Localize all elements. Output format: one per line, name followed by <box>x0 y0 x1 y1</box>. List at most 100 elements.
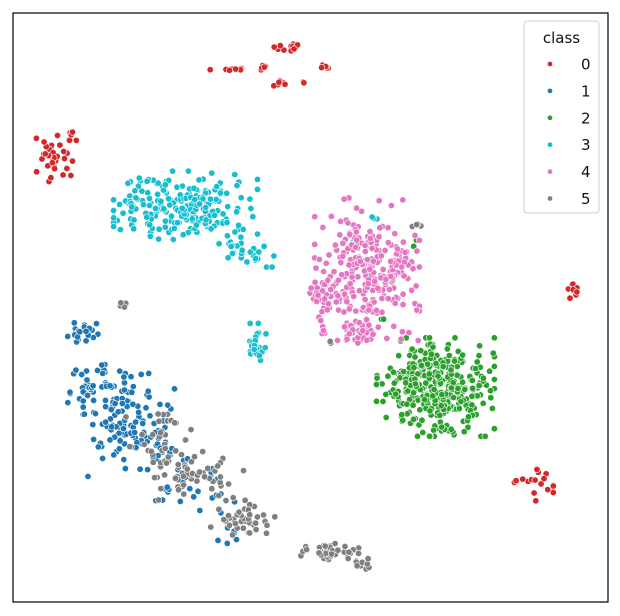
data-point <box>393 245 401 253</box>
data-point <box>378 308 386 316</box>
data-point <box>155 235 163 243</box>
data-point <box>270 43 278 51</box>
data-point <box>398 263 406 271</box>
data-point <box>340 323 348 331</box>
data-point <box>146 412 154 420</box>
data-point <box>379 397 387 405</box>
data-point <box>131 187 139 195</box>
data-point <box>387 202 395 210</box>
data-point <box>490 425 498 433</box>
legend-label-1: 1 <box>581 82 591 100</box>
data-point <box>231 171 239 179</box>
data-point <box>223 539 231 547</box>
data-point <box>365 306 373 314</box>
data-point <box>334 546 342 554</box>
data-point <box>240 467 248 475</box>
data-point <box>163 483 171 491</box>
data-point <box>384 372 392 380</box>
data-point <box>469 384 477 392</box>
data-point <box>235 508 243 516</box>
data-point <box>202 216 210 224</box>
data-point <box>385 285 393 293</box>
legend-label-0: 0 <box>581 56 591 74</box>
data-point <box>378 294 386 302</box>
data-point <box>40 138 48 146</box>
data-point <box>426 407 434 415</box>
data-point <box>117 299 125 307</box>
data-point <box>83 367 91 375</box>
data-point <box>324 276 332 284</box>
data-point <box>208 169 216 177</box>
data-point <box>135 174 143 182</box>
data-point <box>202 203 210 211</box>
data-point <box>207 195 215 203</box>
data-point <box>196 468 204 476</box>
data-point <box>171 419 179 427</box>
data-point <box>160 205 168 213</box>
data-point <box>171 385 179 393</box>
data-point <box>145 369 153 377</box>
data-point <box>108 423 116 431</box>
data-point <box>151 474 159 482</box>
data-point <box>260 242 268 250</box>
data-point <box>178 204 186 212</box>
data-point <box>63 165 71 173</box>
data-point <box>419 428 427 436</box>
legend-label-2: 2 <box>581 109 591 127</box>
data-point <box>389 368 397 376</box>
data-point <box>337 217 345 225</box>
data-point <box>468 401 476 409</box>
legend: class 0 1 2 3 4 5 <box>523 20 600 214</box>
data-point <box>156 400 164 408</box>
data-point <box>128 388 136 396</box>
legend-label-5: 5 <box>581 190 591 208</box>
data-point <box>225 512 233 520</box>
data-point <box>417 361 425 369</box>
data-point <box>171 474 179 482</box>
data-point <box>437 402 445 410</box>
data-point <box>154 410 162 418</box>
data-point <box>409 415 417 423</box>
data-point <box>155 417 163 425</box>
data-point <box>252 526 260 534</box>
data-point <box>343 298 351 306</box>
data-point <box>116 226 124 234</box>
data-point <box>168 212 176 220</box>
data-point <box>369 330 377 338</box>
data-point <box>89 382 97 390</box>
data-point <box>331 540 339 548</box>
data-point <box>127 373 135 381</box>
legend-title: class <box>543 29 580 47</box>
data-point <box>72 136 80 144</box>
data-point <box>451 357 459 365</box>
data-point <box>410 242 418 250</box>
data-point <box>115 445 123 453</box>
data-point <box>41 150 49 158</box>
data-point <box>233 208 241 216</box>
data-point <box>410 389 418 397</box>
data-point <box>262 330 270 338</box>
data-point <box>481 432 489 440</box>
data-point <box>149 458 157 466</box>
data-point <box>195 176 203 184</box>
data-point <box>352 307 360 315</box>
data-point <box>376 224 384 232</box>
data-point <box>276 42 284 50</box>
series-3-points <box>110 167 381 364</box>
data-point <box>300 79 308 87</box>
data-point <box>208 485 216 493</box>
data-point <box>533 465 541 473</box>
data-point <box>414 336 422 344</box>
data-point <box>122 413 130 421</box>
data-point <box>144 387 152 395</box>
data-point <box>143 213 151 221</box>
data-point <box>69 157 77 165</box>
data-point <box>121 379 129 387</box>
data-point <box>227 243 235 251</box>
data-point <box>337 259 345 267</box>
data-point <box>226 521 234 529</box>
data-point <box>79 397 87 405</box>
data-point <box>345 261 353 269</box>
data-point <box>155 496 163 504</box>
data-point <box>64 399 72 407</box>
